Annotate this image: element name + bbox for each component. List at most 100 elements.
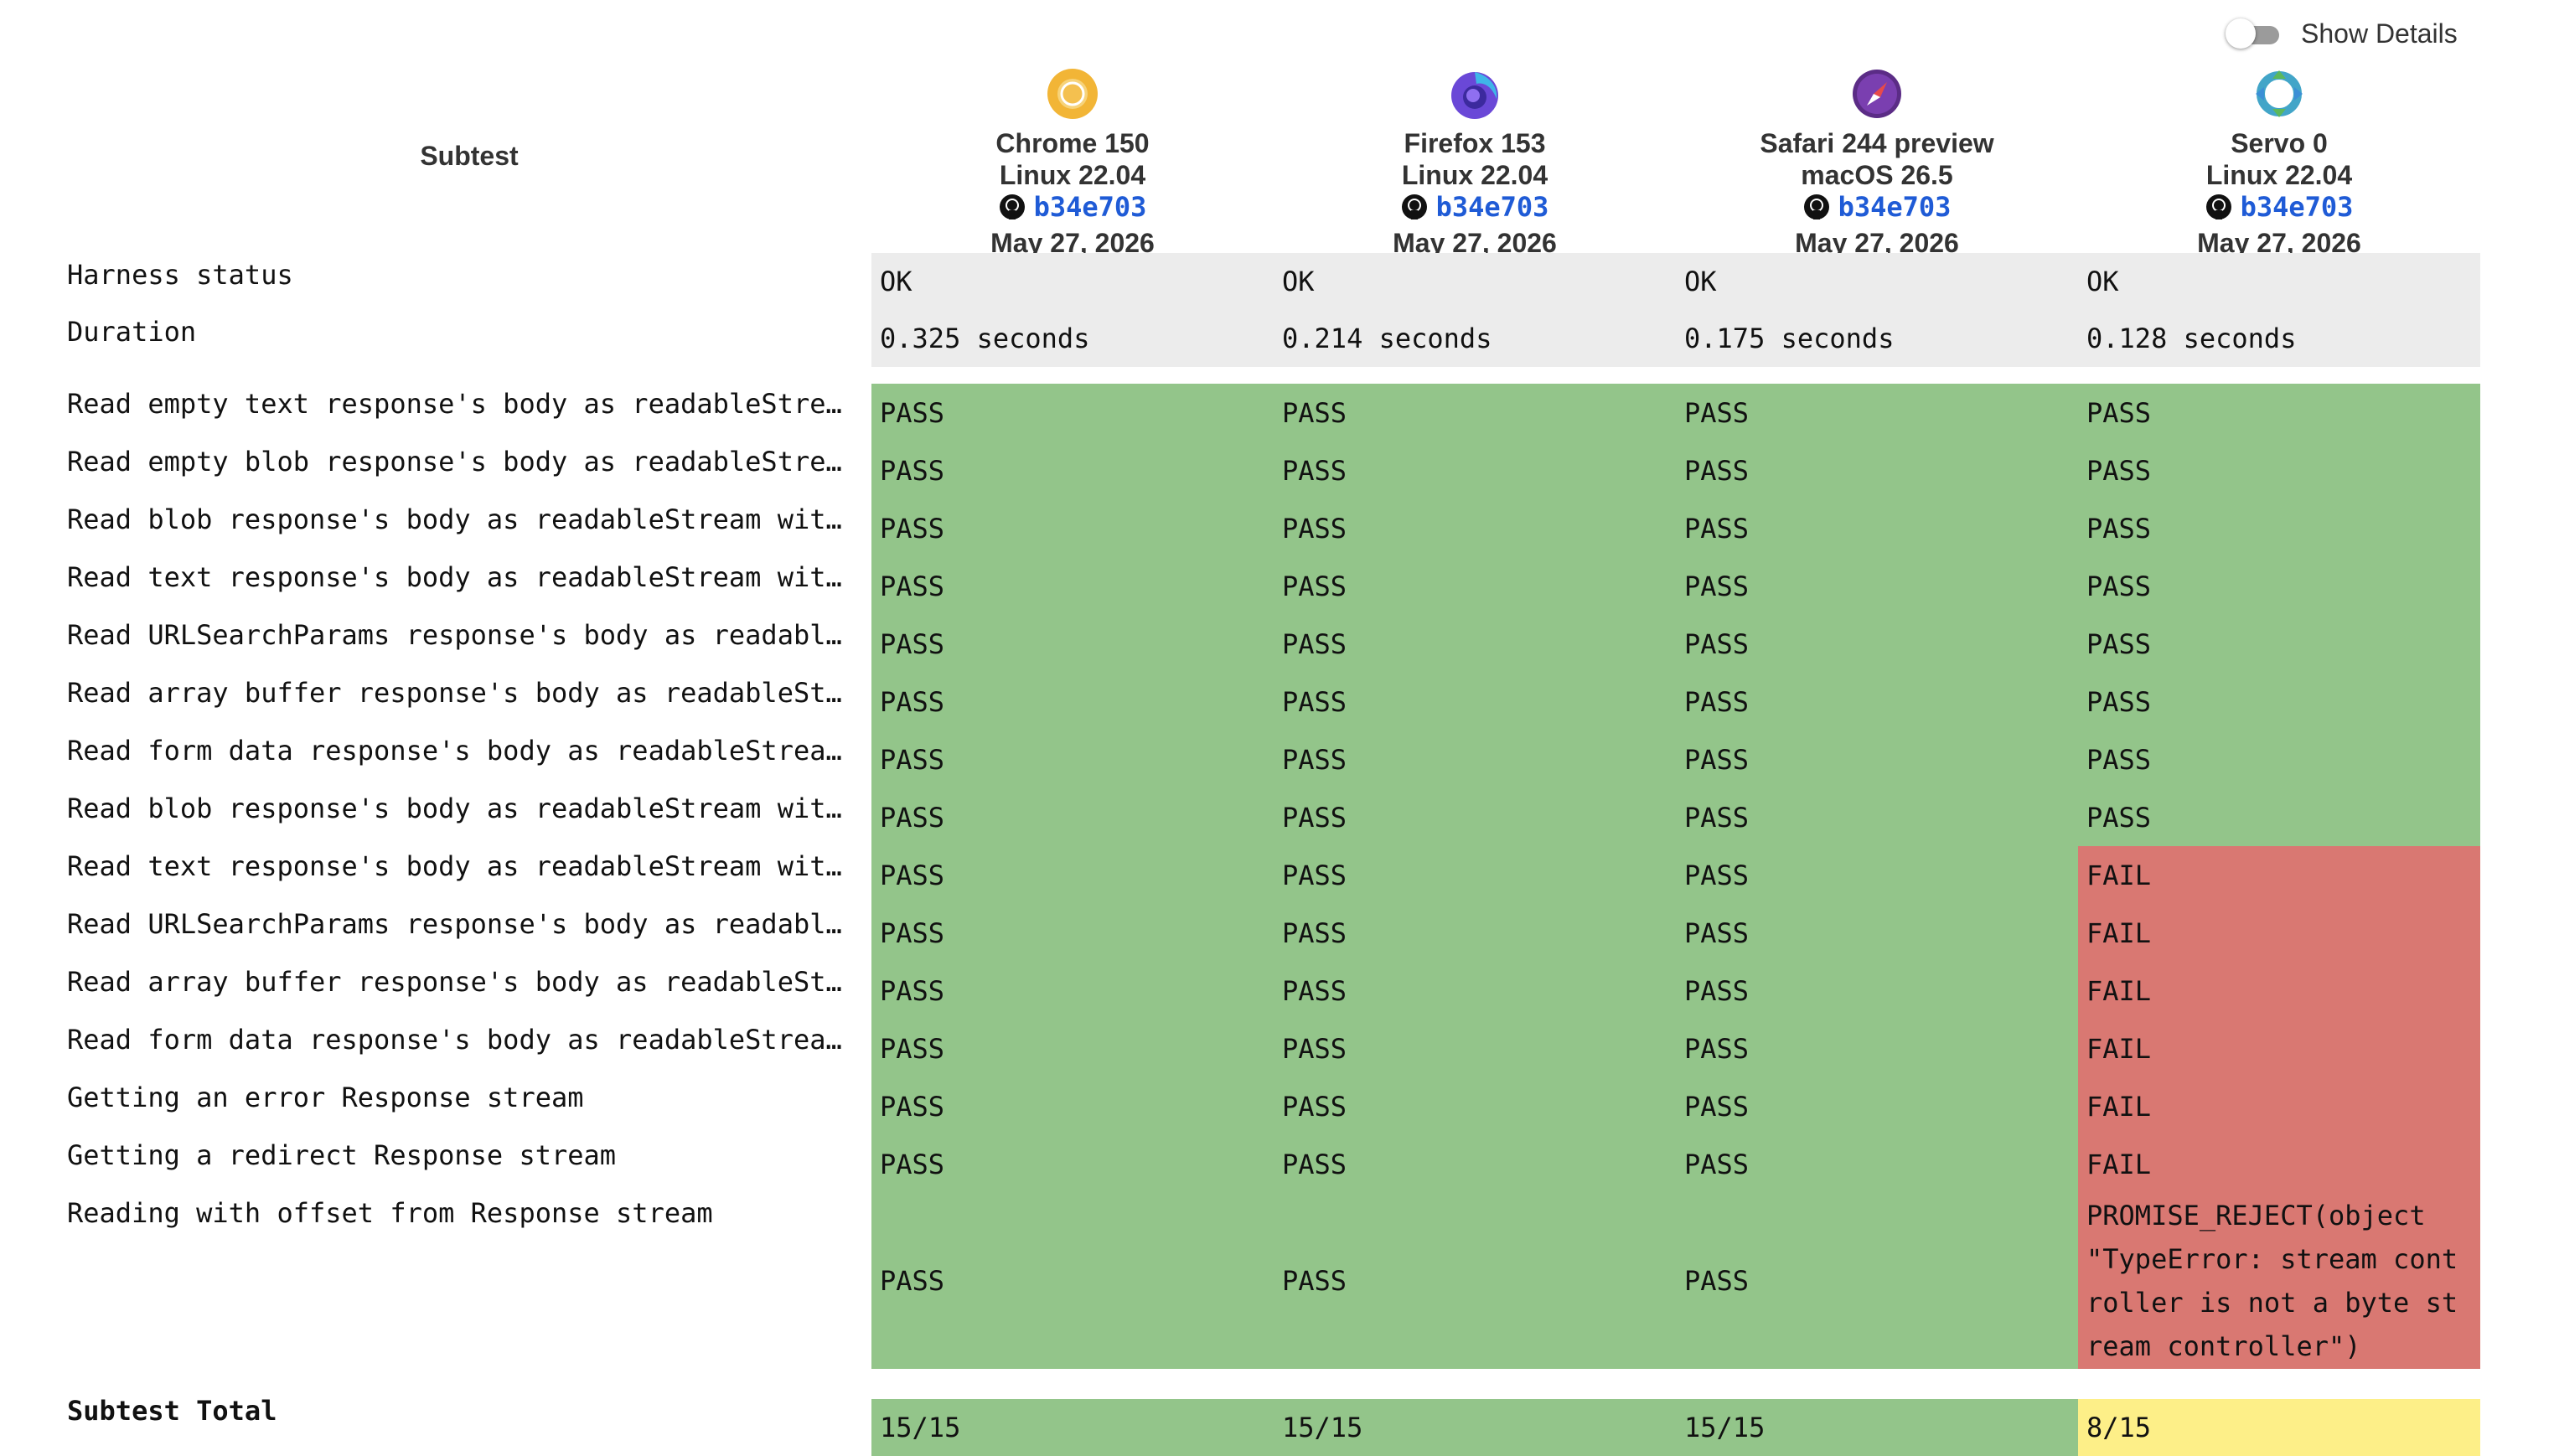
revision: b34e703 bbox=[2205, 191, 2354, 223]
revision-link[interactable]: b34e703 bbox=[1838, 191, 1952, 223]
subtest-name[interactable]: Read text response's body as readableStr… bbox=[67, 561, 842, 593]
result-cell: PASS bbox=[2078, 499, 2480, 557]
result-cell: PASS bbox=[1274, 673, 1676, 731]
total-cell: 15/15 bbox=[1274, 1399, 1676, 1456]
result-cell: PASS bbox=[871, 1193, 1274, 1369]
revision-link[interactable]: b34e703 bbox=[2240, 191, 2354, 223]
result-cell: PASS bbox=[1274, 499, 1676, 557]
total-cell: 15/15 bbox=[1676, 1399, 2078, 1456]
result-cell: PASS bbox=[871, 499, 1274, 557]
result-cell: FAIL bbox=[2078, 904, 2480, 962]
harness-status-cell: OK bbox=[1282, 266, 1315, 297]
subtest-column-header: Subtest bbox=[420, 141, 519, 171]
subtest-name[interactable]: Read text response's body as readableStr… bbox=[67, 850, 842, 882]
subtest-name[interactable]: Read empty text response's body as reada… bbox=[67, 388, 842, 420]
result-cell: PASS bbox=[1676, 904, 2078, 962]
revision: b34e703 bbox=[1401, 191, 1549, 223]
subtest-name[interactable]: Read blob response's body as readableStr… bbox=[67, 503, 842, 535]
result-cell: PASS bbox=[1274, 1135, 1676, 1193]
subtest-name[interactable]: Getting an error Response stream bbox=[67, 1082, 584, 1113]
result-cell: FAIL bbox=[2078, 1077, 2480, 1135]
result-cell: PASS bbox=[1676, 962, 2078, 1020]
result-cell: PASS bbox=[1274, 788, 1676, 846]
revision-link[interactable]: b34e703 bbox=[1033, 191, 1147, 223]
result-cell: PASS bbox=[871, 1135, 1274, 1193]
result-cell: PASS bbox=[1676, 673, 2078, 731]
error-line: ream controller") bbox=[2086, 1330, 2361, 1362]
subtest-name[interactable]: Read empty blob response's body as reada… bbox=[67, 446, 842, 478]
duration-cell: 0.128 seconds bbox=[2086, 323, 2297, 354]
toggle-knob bbox=[2226, 18, 2256, 49]
revision: b34e703 bbox=[999, 191, 1147, 223]
browser-name: Servo 0 bbox=[2231, 128, 2328, 158]
browser-name: Firefox 153 bbox=[1404, 128, 1546, 158]
revision-link[interactable]: b34e703 bbox=[1435, 191, 1549, 223]
result-cell: PASS bbox=[871, 1020, 1274, 1077]
error-line: PROMISE_REJECT(object bbox=[2086, 1200, 2426, 1231]
result-cell: PASS bbox=[871, 673, 1274, 731]
subtest-name[interactable]: Read form data response's body as readab… bbox=[67, 735, 842, 767]
firefox-icon bbox=[1451, 72, 1498, 119]
result-cell: PASS bbox=[871, 788, 1274, 846]
safari-icon bbox=[1853, 70, 1901, 118]
result-cell: PASS bbox=[1274, 1077, 1676, 1135]
result-cell: FAIL bbox=[2078, 846, 2480, 904]
toggle-label: Show Details bbox=[2301, 18, 2458, 49]
show-details-toggle[interactable]: Show Details bbox=[2226, 17, 2458, 50]
subtest-name[interactable]: Read form data response's body as readab… bbox=[67, 1024, 842, 1056]
result-cell: PASS bbox=[2078, 731, 2480, 788]
github-icon bbox=[1401, 194, 1427, 219]
result-cell: PASS bbox=[1274, 904, 1676, 962]
duration-cell: 0.214 seconds bbox=[1282, 323, 1492, 354]
result-cell: PASS bbox=[871, 615, 1274, 673]
total-cell: 15/15 bbox=[871, 1399, 1274, 1456]
toggle-switch[interactable] bbox=[2226, 17, 2279, 50]
result-cell: PASS bbox=[871, 731, 1274, 788]
servo-icon bbox=[2256, 70, 2303, 117]
harness-background bbox=[871, 253, 2480, 367]
result-cell: PASS bbox=[2078, 557, 2480, 615]
chrome-icon bbox=[1047, 69, 1098, 119]
browser-os: Linux 22.04 bbox=[2205, 160, 2353, 190]
duration-cell: 0.325 seconds bbox=[880, 323, 1090, 354]
harness-status-label: Harness status bbox=[67, 259, 293, 291]
browser-os: Linux 22.04 bbox=[1401, 160, 1548, 190]
result-cell: FAIL bbox=[2078, 1020, 2480, 1077]
browser-os: macOS 26.5 bbox=[1801, 160, 1953, 190]
result-cell: PASS bbox=[1676, 1193, 2078, 1369]
result-cell: PASS bbox=[1274, 384, 1676, 441]
duration-cell: 0.175 seconds bbox=[1684, 323, 1895, 354]
subtest-total-label: Subtest Total bbox=[67, 1395, 277, 1427]
revision: b34e703 bbox=[1803, 191, 1952, 223]
result-cell: PASS bbox=[871, 384, 1274, 441]
github-icon bbox=[1803, 194, 1829, 219]
result-cell: PASS bbox=[1274, 441, 1676, 499]
result-cell: PASS bbox=[2078, 673, 2480, 731]
result-cell: PASS bbox=[871, 904, 1274, 962]
subtest-name[interactable]: Read URLSearchParams response's body as … bbox=[67, 908, 842, 940]
subtest-name[interactable]: Read array buffer response's body as rea… bbox=[67, 966, 842, 998]
result-cell: PASS bbox=[871, 846, 1274, 904]
subtest-name[interactable]: Read blob response's body as readableStr… bbox=[67, 793, 842, 824]
browser-header-safari: Safari 244 preview macOS 26.5 b34e703 Ma… bbox=[1676, 67, 2078, 259]
duration-label: Duration bbox=[67, 316, 197, 348]
result-cell: PASS bbox=[871, 557, 1274, 615]
harness-status-cell: OK bbox=[1684, 266, 1717, 297]
subtest-name[interactable]: Read array buffer response's body as rea… bbox=[67, 677, 842, 709]
browser-header-firefox: Firefox 153 Linux 22.04 b34e703 May 27, … bbox=[1274, 67, 1676, 259]
browser-header-servo: Servo 0 Linux 22.04 b34e703 May 27, 2026 bbox=[2078, 67, 2480, 259]
result-cell: PASS bbox=[1676, 1020, 2078, 1077]
result-cell: PASS bbox=[1274, 1020, 1676, 1077]
result-cell: PASS bbox=[871, 962, 1274, 1020]
subtest-name[interactable]: Getting a redirect Response stream bbox=[67, 1139, 617, 1171]
result-cell: PASS bbox=[1676, 1077, 2078, 1135]
browser-name: Chrome 150 bbox=[995, 128, 1150, 158]
result-cell: PASS bbox=[2078, 788, 2480, 846]
harness-status-cell: OK bbox=[880, 266, 913, 297]
browser-name: Safari 244 preview bbox=[1760, 128, 1994, 158]
result-cell: PASS bbox=[1676, 731, 2078, 788]
subtest-name[interactable]: Reading with offset from Response stream bbox=[67, 1197, 713, 1229]
result-cell: PASS bbox=[1676, 615, 2078, 673]
result-cell: PASS bbox=[1676, 788, 2078, 846]
subtest-name[interactable]: Read URLSearchParams response's body as … bbox=[67, 619, 842, 651]
